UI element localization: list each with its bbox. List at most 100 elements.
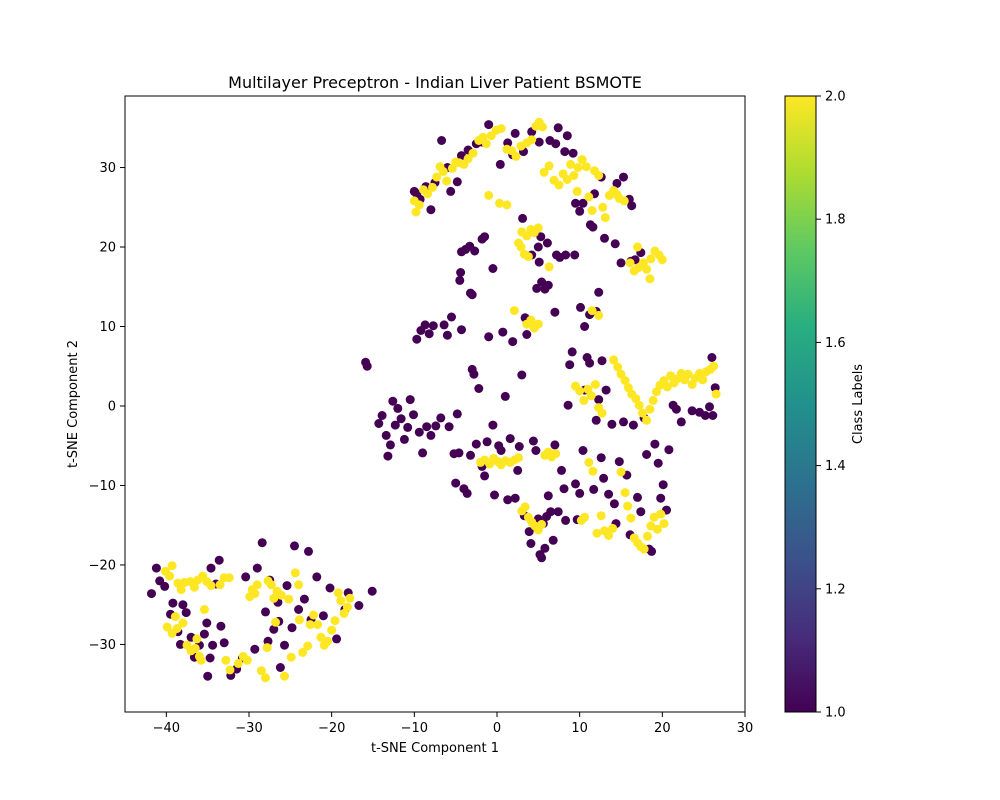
plot-frame xyxy=(124,95,746,713)
data-point-class-2 xyxy=(600,213,610,223)
data-point-class-2 xyxy=(709,361,719,371)
x-tick-label: 20 xyxy=(654,721,671,736)
data-point-class-2 xyxy=(262,643,272,653)
data-point-class-1 xyxy=(252,563,262,573)
points-layer xyxy=(147,117,721,683)
chart-title: Multilayer Preceptron - Indian Liver Pat… xyxy=(228,73,642,92)
data-point-class-2 xyxy=(594,171,604,180)
data-point-class-2 xyxy=(538,122,547,132)
data-point-class-1 xyxy=(575,206,585,216)
data-point-class-1 xyxy=(707,353,717,362)
colorbar-tick-label: 1.4 xyxy=(825,459,846,474)
data-point-class-2 xyxy=(537,519,547,529)
data-point-class-2 xyxy=(587,206,597,215)
data-point-class-1 xyxy=(428,321,438,331)
data-point-class-1 xyxy=(560,147,570,157)
data-point-class-1 xyxy=(439,320,449,330)
data-point-class-2 xyxy=(657,255,667,265)
data-point-class-1 xyxy=(561,515,571,525)
data-point-class-2 xyxy=(623,501,633,511)
data-point-class-1 xyxy=(480,232,490,242)
data-point-class-2 xyxy=(573,163,583,172)
data-point-class-1 xyxy=(462,488,472,498)
data-point-class-1 xyxy=(528,436,538,446)
data-point-class-2 xyxy=(544,262,554,272)
data-point-class-1 xyxy=(656,493,666,503)
data-point-class-1 xyxy=(531,446,541,455)
data-point-class-1 xyxy=(676,417,686,427)
y-tick-label: 10 xyxy=(99,320,116,335)
data-point-class-1 xyxy=(567,347,577,357)
data-point-class-2 xyxy=(526,315,536,325)
data-point-class-2 xyxy=(646,254,656,264)
data-point-class-2 xyxy=(167,561,177,571)
data-point-class-1 xyxy=(414,427,424,437)
data-point-class-2 xyxy=(562,175,572,184)
data-point-class-2 xyxy=(620,488,630,498)
data-point-class-1 xyxy=(522,330,532,339)
data-point-class-2 xyxy=(645,274,655,284)
data-point-class-1 xyxy=(542,238,552,248)
data-point-class-1 xyxy=(470,246,480,256)
data-point-class-2 xyxy=(330,616,340,626)
data-point-class-1 xyxy=(591,415,601,425)
data-point-class-2 xyxy=(468,148,478,158)
data-point-class-2 xyxy=(551,449,561,459)
data-point-class-2 xyxy=(162,622,172,632)
data-point-class-2 xyxy=(221,655,231,665)
data-point-class-2 xyxy=(576,515,586,525)
data-point-class-1 xyxy=(540,543,550,553)
data-point-class-1 xyxy=(546,507,556,517)
data-point-class-1 xyxy=(381,430,391,440)
y-tick-label: 0 xyxy=(108,399,116,414)
y-tick-label: −20 xyxy=(89,558,116,573)
data-point-class-2 xyxy=(620,376,630,386)
colorbar-tick-label: 1.6 xyxy=(825,336,846,351)
data-point-class-1 xyxy=(474,384,484,393)
data-point-class-2 xyxy=(442,176,452,186)
y-axis-label: t-SNE Component 2 xyxy=(66,340,81,468)
data-point-class-1 xyxy=(219,638,229,648)
data-point-class-2 xyxy=(225,665,235,675)
data-point-class-1 xyxy=(557,465,566,475)
data-point-class-1 xyxy=(505,434,515,444)
data-point-class-1 xyxy=(208,640,218,650)
data-point-class-1 xyxy=(457,325,466,335)
data-point-class-1 xyxy=(216,621,226,631)
data-point-class-1 xyxy=(393,403,403,413)
data-point-class-2 xyxy=(516,242,526,252)
data-point-class-1 xyxy=(513,465,523,475)
data-point-class-1 xyxy=(543,491,553,501)
data-point-class-1 xyxy=(588,222,598,232)
data-point-class-1 xyxy=(442,330,452,340)
data-point-class-2 xyxy=(522,231,532,241)
data-point-class-1 xyxy=(658,480,668,490)
data-point-class-2 xyxy=(190,643,200,653)
data-point-class-1 xyxy=(705,402,714,412)
data-point-class-2 xyxy=(261,673,270,683)
data-point-class-2 xyxy=(172,624,182,633)
y-tick-label: −10 xyxy=(89,479,116,494)
data-point-class-2 xyxy=(656,509,666,519)
data-point-class-2 xyxy=(509,306,519,316)
data-point-class-1 xyxy=(412,334,422,344)
data-point-class-2 xyxy=(514,453,523,463)
data-point-class-2 xyxy=(586,391,596,401)
data-point-class-1 xyxy=(616,258,626,268)
data-point-class-1 xyxy=(202,618,212,628)
colorbar-tick-label: 1.8 xyxy=(825,213,846,228)
data-point-class-2 xyxy=(247,585,257,595)
data-point-class-2 xyxy=(280,671,289,681)
data-point-class-2 xyxy=(206,581,216,591)
data-point-class-1 xyxy=(642,450,652,459)
data-point-class-1 xyxy=(498,327,508,337)
data-point-class-2 xyxy=(581,162,591,172)
data-point-class-2 xyxy=(587,306,597,316)
data-point-class-1 xyxy=(396,414,406,424)
data-point-class-1 xyxy=(628,420,638,430)
data-point-class-1 xyxy=(488,420,498,430)
data-point-class-2 xyxy=(533,319,543,329)
data-point-class-1 xyxy=(580,322,590,331)
data-point-class-2 xyxy=(626,513,636,523)
data-point-class-1 xyxy=(312,572,322,582)
